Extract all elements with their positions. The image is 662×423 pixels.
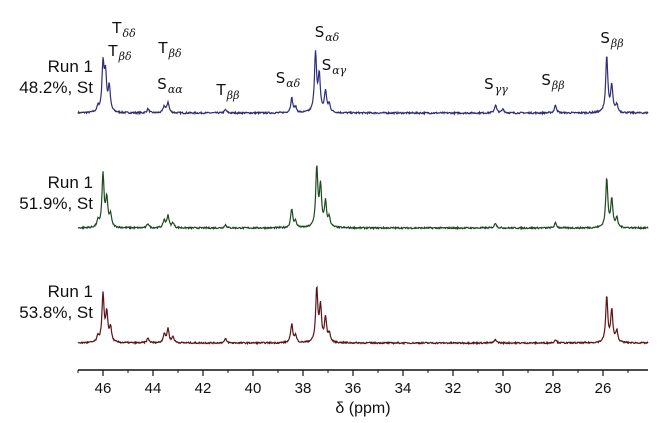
run-label-3: Run 1 53.8%, St: [0, 281, 93, 323]
x-axis-title: δ (ppm): [335, 400, 390, 417]
x-tick-label-28: 28: [545, 380, 562, 397]
x-tick-label-40: 40: [245, 380, 262, 397]
peak-label-t-delta-delta: Tδδ: [112, 19, 136, 40]
peak-label-s-beta-beta-2: Sββ: [600, 29, 624, 50]
x-tick-label-30: 30: [495, 380, 512, 397]
x-tick-label-36: 36: [345, 380, 362, 397]
peak-label-s-alpha-gamma: Sαγ: [321, 56, 347, 77]
spectra-group: [77, 50, 649, 346]
spectrum-line-1: [77, 50, 649, 116]
peak-label-t-beta-beta: Tββ: [216, 81, 240, 102]
peak-label-s-gamma-gamma: Sγγ: [484, 75, 508, 96]
run-label-1-name: Run 1: [47, 57, 93, 76]
peak-label-s-beta-beta-1: Sββ: [541, 71, 565, 92]
run-label-1: Run 1 48.2%, St: [0, 56, 93, 98]
spectrum-line-3: [77, 285, 649, 346]
x-tick-label-38: 38: [295, 380, 312, 397]
run-label-3-detail: 53.8%, St: [19, 303, 93, 322]
x-tick-label-42: 42: [195, 380, 212, 397]
spectrum-line-2: [77, 165, 649, 231]
peak-label-s-alpha-delta-1: Sαδ: [275, 69, 301, 90]
run-label-2-detail: 51.9%, St: [19, 194, 93, 213]
x-tick-label-34: 34: [395, 380, 412, 397]
run-label-2: Run 1 51.9%, St: [0, 172, 93, 214]
peak-label-s-alpha-delta-2: Sαδ: [314, 23, 340, 44]
run-label-3-name: Run 1: [47, 282, 93, 301]
peak-label-t-beta-delta-1: Tβδ: [108, 42, 132, 63]
run-label-2-name: Run 1: [47, 173, 93, 192]
x-axis-ticks: 46 44 42 40 38 36 34 32 30 28 26: [77, 370, 629, 397]
peak-label-s-alpha-alpha: Sαα: [157, 75, 183, 96]
x-tick-label-44: 44: [145, 380, 162, 397]
run-label-1-detail: 48.2%, St: [19, 78, 93, 97]
x-tick-label-46: 46: [95, 380, 112, 397]
x-tick-label-32: 32: [445, 380, 462, 397]
peak-label-t-beta-delta-2: Tβδ: [158, 39, 182, 60]
x-tick-label-26: 26: [595, 380, 612, 397]
